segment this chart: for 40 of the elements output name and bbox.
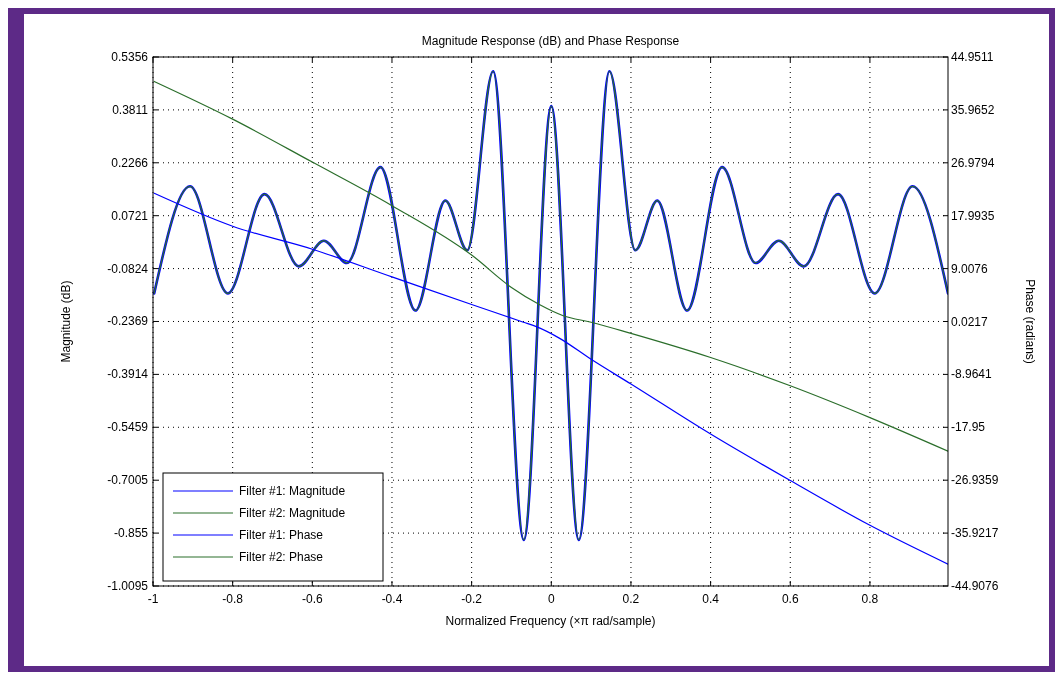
legend-label: Filter #2: Magnitude: [239, 506, 346, 520]
y2-tick-label: 17.9935: [951, 208, 995, 223]
y2-tick-label: 44.9511: [951, 50, 994, 64]
x-tick-label: -0.6: [301, 592, 323, 606]
x-tick-label: -0.4: [381, 592, 403, 606]
y-tick-label: -0.5459: [107, 420, 149, 435]
y2-tick-label: -35.9217: [951, 526, 999, 541]
y-tick-label: 0.2266: [111, 155, 149, 170]
y-tick-label: -0.855: [113, 526, 149, 541]
y2-tick-label: -44.9076: [951, 579, 999, 593]
legend-label: Filter #1: Phase: [239, 528, 324, 542]
y2-tick-label: 35.9652: [951, 102, 995, 117]
y2-tick-label: 0.0217: [951, 314, 989, 329]
y-tick-label: 0.0721: [111, 208, 149, 223]
y-tick-label: 0.5356: [111, 50, 149, 64]
y-tick-label: -1.0095: [107, 579, 149, 593]
x-axis-title: Normalized Frequency (×π rad/sample): [445, 614, 656, 628]
y-axis-title: Magnitude (dB): [59, 280, 73, 363]
y2-tick-label: -17.95: [951, 420, 986, 435]
y-tick-label: 0.3811: [112, 102, 149, 117]
y-tick-label: -0.0824: [107, 261, 149, 276]
legend-label: Filter #1: Magnitude: [239, 484, 346, 498]
x-tick-label: 0.4: [702, 592, 720, 606]
y-tick-label: -0.2369: [107, 314, 149, 329]
y-tick-label: -0.3914: [107, 367, 149, 382]
y2-tick-label: -26.9359: [951, 473, 999, 488]
x-tick-label: 0.6: [781, 592, 799, 606]
y-tick-label: -0.7005: [107, 473, 149, 488]
y2-tick-label: 9.0076: [951, 261, 989, 276]
y2-tick-label: 26.9794: [951, 155, 995, 170]
x-tick-label: -1: [147, 592, 159, 606]
legend-label: Filter #2: Phase: [239, 550, 324, 564]
x-tick-label: 0.8: [861, 592, 879, 606]
chart-title: Magnitude Response (dB) and Phase Response: [421, 34, 680, 48]
x-tick-label: -0.8: [222, 592, 244, 606]
y2-tick-label: -8.9641: [951, 367, 993, 382]
x-tick-label: 0.2: [622, 592, 640, 606]
x-tick-label: -0.2: [461, 592, 483, 606]
y2-axis-title: Phase (radians): [1023, 279, 1037, 364]
x-tick-label: 0: [547, 592, 555, 606]
